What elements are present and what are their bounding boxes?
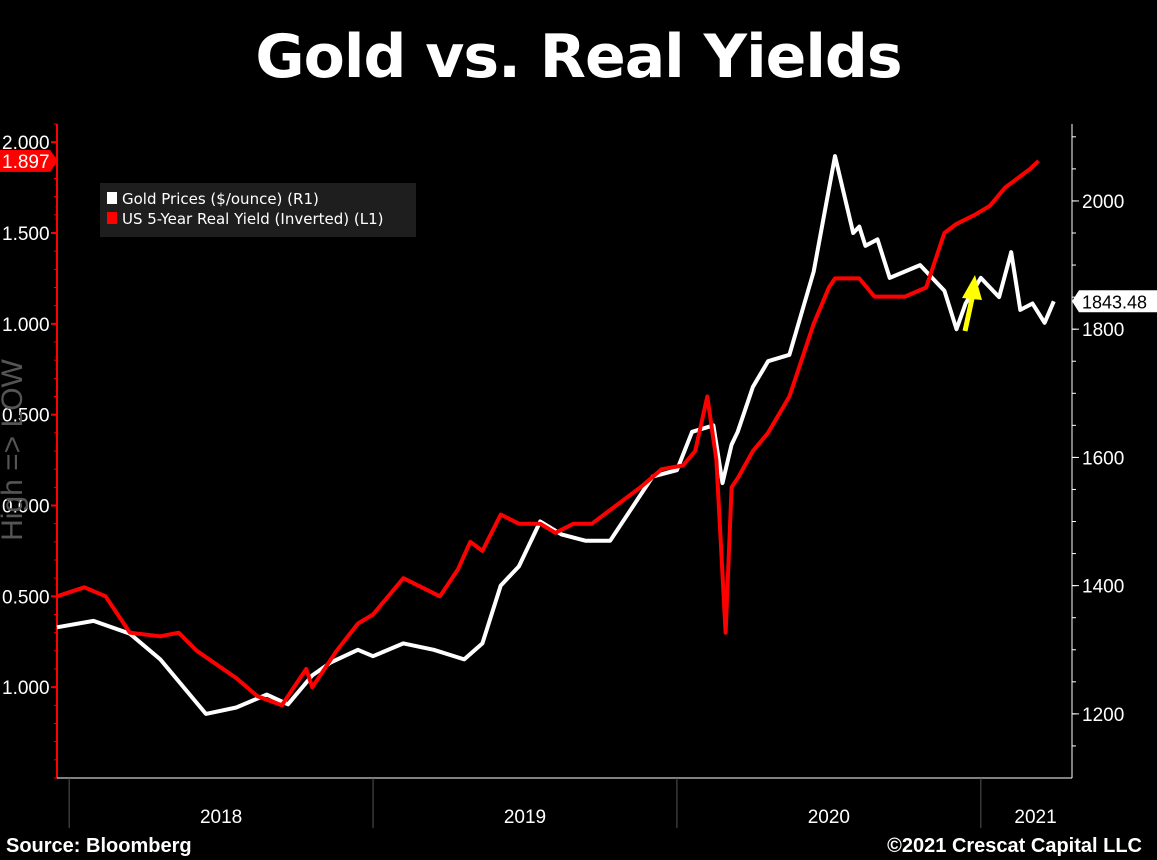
real-yield-line (56, 159, 1040, 708)
left-tick-label: 0.500 (2, 406, 50, 427)
right-last-value-box (1072, 290, 1157, 313)
right-tick-label: 2000 (1082, 192, 1124, 213)
legend-swatch-yield (107, 212, 117, 224)
x-tick-label: 2021 (1014, 807, 1056, 828)
x-tick-label: 2020 (808, 807, 850, 828)
left-tick-label: 0.500 (2, 587, 50, 608)
x-tick-label: 2018 (200, 807, 242, 828)
legend-entry: Gold Prices ($/ounce) (R1) (122, 190, 319, 208)
legend-box (100, 183, 416, 237)
right-last-value-label: 1843.48 (1082, 292, 1147, 312)
legend-swatch-gold (107, 192, 117, 204)
x-tick-label: 2019 (504, 807, 546, 828)
left-last-value-label: 1.897 (2, 152, 50, 173)
up-arrow-shaft (962, 293, 976, 332)
left-tick-label: 1.000 (2, 678, 50, 699)
annotation-layer (962, 275, 982, 332)
right-tick-label: 1600 (1082, 448, 1124, 469)
right-tick-label: 1800 (1082, 320, 1124, 341)
left-tick-label: 0.000 (2, 497, 50, 518)
left-tick-label: 2.000 (2, 133, 50, 154)
page-title: Gold vs. Real Yields (255, 22, 902, 92)
gold-price-line (56, 154, 1056, 716)
legend-layer: Gold Prices ($/ounce) (R1) US 5-Year Real… (100, 183, 416, 237)
right-tick-label: 1400 (1082, 577, 1124, 598)
axes-layer: 2.000 1.500 1.000 0.500 0.000 0.500 1.000 High … (0, 123, 1157, 828)
source-note: Source: Bloomberg (6, 835, 192, 857)
left-axis-title: High => LOW (0, 358, 29, 540)
copyright-note: ©2021 Crescat Capital LLC (887, 835, 1142, 857)
up-arrow-head (962, 275, 982, 300)
legend-entry: US 5-Year Real Yield (Inverted) (L1) (122, 210, 383, 228)
right-tick-label: 1200 (1082, 705, 1124, 726)
series-layer (56, 154, 1056, 716)
left-last-value-box (0, 149, 58, 172)
left-tick-label: 1.500 (2, 224, 50, 245)
left-tick-label: 1.000 (2, 315, 50, 336)
